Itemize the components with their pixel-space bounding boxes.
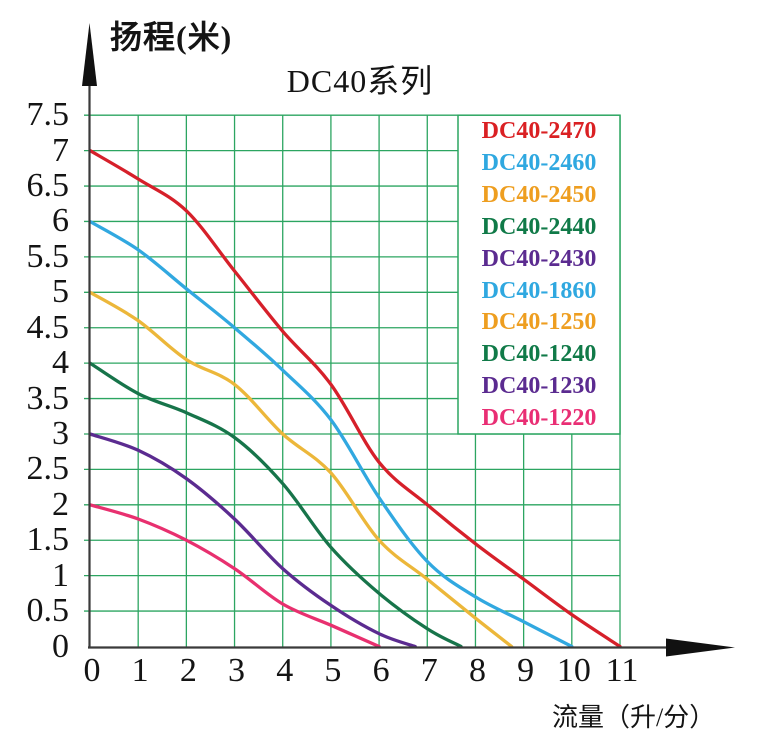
legend-item: DC40-1230 xyxy=(481,373,597,400)
legend-item: DC40-1240 xyxy=(481,341,597,368)
x-axis-label: 流量（升/分） xyxy=(552,703,716,732)
y-tick-label: 2.5 xyxy=(26,450,70,488)
x-tick-label: 9 xyxy=(517,652,535,689)
y-tick-label: 4.5 xyxy=(26,308,70,346)
x-axis-arrow-icon xyxy=(666,638,735,657)
curve-DC40-1220 xyxy=(88,503,381,649)
y-tick-label: 0.5 xyxy=(26,592,70,630)
y-axis-label: 扬程(米) xyxy=(110,19,233,55)
x-tick-label: 3 xyxy=(228,652,246,689)
legend-item: DC40-2450 xyxy=(481,181,597,208)
curve-DC40-2440-DC40-1240 xyxy=(88,361,463,649)
y-tick-label: 5.5 xyxy=(26,237,70,275)
x-tick-label: 10 xyxy=(556,652,591,689)
x-tick-label: 2 xyxy=(179,652,197,689)
y-tick-label: 1.5 xyxy=(26,521,70,559)
y-tick-label: 7.5 xyxy=(26,96,70,134)
y-tick-label: 4 xyxy=(52,344,69,382)
y-tick-label: 3 xyxy=(52,414,69,452)
legend-item: DC40-1250 xyxy=(481,309,597,336)
legend-item: DC40-2440 xyxy=(481,213,597,240)
chart-title: DC40系列 xyxy=(286,63,434,99)
curve-DC40-2450-DC40-1250 xyxy=(88,290,514,649)
y-tick-label: 1 xyxy=(52,556,69,594)
x-tick-label: 0 xyxy=(83,652,101,689)
x-tick-label: 5 xyxy=(324,652,342,689)
curve-DC40-2460-DC40-1860 xyxy=(88,219,574,649)
y-tick-label: 7 xyxy=(52,131,69,169)
x-tick-label: 8 xyxy=(468,652,486,689)
legend-box xyxy=(457,114,621,435)
y-tick-label: 6 xyxy=(52,202,69,240)
legend-item: DC40-1220 xyxy=(481,405,597,432)
legend-item: DC40-2430 xyxy=(481,245,597,272)
x-tick-label: 1 xyxy=(131,652,149,689)
y-tick-label: 6.5 xyxy=(26,167,70,205)
x-tick-label: 7 xyxy=(420,652,438,689)
curve-DC40-2470 xyxy=(88,148,622,649)
x-tick-label: 6 xyxy=(372,652,390,689)
y-tick-label: 0 xyxy=(52,627,69,665)
y-axis-arrow-icon xyxy=(82,23,97,86)
legend-item: DC40-2470 xyxy=(481,118,597,145)
y-tick-label: 5 xyxy=(52,273,69,311)
curve-DC40-2430-DC40-1230 xyxy=(88,432,417,649)
legend-item: DC40-1860 xyxy=(481,277,597,304)
legend-item: DC40-2460 xyxy=(481,150,597,177)
y-tick-label: 3.5 xyxy=(26,379,70,417)
y-tick-label: 2 xyxy=(52,485,69,523)
x-tick-label: 4 xyxy=(276,652,294,689)
x-tick-label: 11 xyxy=(605,652,639,689)
